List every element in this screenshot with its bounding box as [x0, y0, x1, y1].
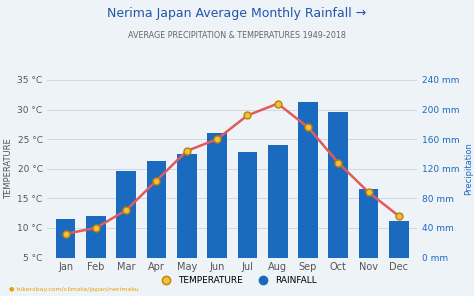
Bar — [56, 219, 75, 258]
Bar — [86, 216, 106, 258]
Text: AVERAGE PRECIPITATION & TEMPERATURES 1949-2018: AVERAGE PRECIPITATION & TEMPERATURES 194… — [128, 31, 346, 40]
Y-axis label: TEMPERATURE: TEMPERATURE — [4, 138, 13, 199]
Text: Nerima Japan Average Monthly Rainfall →: Nerima Japan Average Monthly Rainfall → — [108, 7, 366, 20]
Bar — [146, 161, 166, 258]
Bar — [389, 221, 409, 258]
Bar — [116, 171, 136, 258]
Text: ● hikersbay.com/climate/japan/nerimaku: ● hikersbay.com/climate/japan/nerimaku — [9, 287, 139, 292]
Legend: TEMPERATURE, RAINFALL: TEMPERATURE, RAINFALL — [153, 272, 321, 289]
Bar — [359, 189, 378, 258]
Bar — [237, 152, 257, 258]
Y-axis label: Precipitation: Precipitation — [464, 142, 473, 195]
Bar — [298, 102, 318, 258]
Bar — [268, 145, 288, 258]
Bar — [328, 112, 348, 258]
Bar — [207, 133, 227, 258]
Bar — [177, 154, 197, 258]
